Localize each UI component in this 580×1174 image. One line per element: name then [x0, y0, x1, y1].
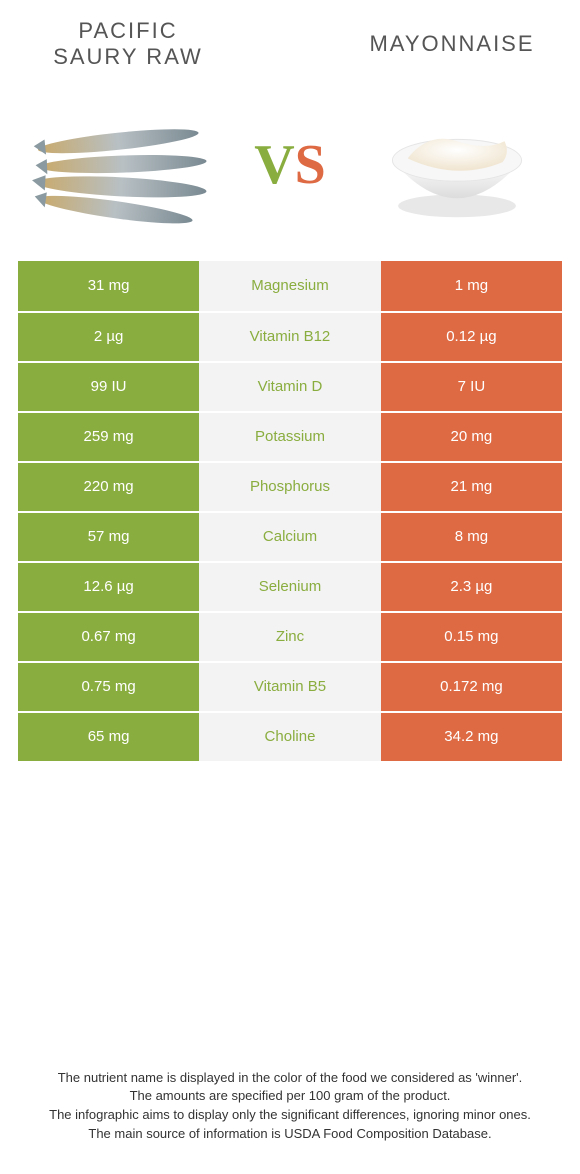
right-value-cell: 21 mg	[381, 463, 562, 511]
table-row: 259 mgPotassium20 mg	[18, 411, 562, 461]
vs-letter-s: S	[295, 133, 326, 197]
footnotes: The nutrient name is displayed in the co…	[18, 1039, 562, 1164]
header-row: PACIFIC SAURY RAW MAYONNAISE	[18, 18, 562, 81]
images-row: VS	[18, 81, 562, 261]
nutrient-label-cell: Calcium	[199, 513, 381, 561]
right-value-cell: 8 mg	[381, 513, 562, 561]
right-value-cell: 0.12 µg	[381, 313, 562, 361]
left-value-cell: 57 mg	[18, 513, 199, 561]
table-row: 220 mgPhosphorus21 mg	[18, 461, 562, 511]
left-food-image	[28, 90, 218, 240]
left-value-cell: 2 µg	[18, 313, 199, 361]
nutrient-label-cell: Phosphorus	[199, 463, 381, 511]
right-value-cell: 0.15 mg	[381, 613, 562, 661]
vs-label: VS	[254, 133, 326, 197]
left-value-cell: 259 mg	[18, 413, 199, 461]
right-food-image	[362, 90, 552, 240]
right-value-cell: 7 IU	[381, 363, 562, 411]
right-value-cell: 0.172 mg	[381, 663, 562, 711]
footnote-line: The amounts are specified per 100 gram o…	[32, 1087, 548, 1106]
nutrient-label-cell: Vitamin B12	[199, 313, 381, 361]
nutrient-label-cell: Choline	[199, 713, 381, 761]
footnote-line: The infographic aims to display only the…	[32, 1106, 548, 1125]
fish-icon	[28, 90, 218, 240]
table-row: 31 mgMagnesium1 mg	[18, 261, 562, 311]
bowl-icon	[362, 90, 552, 240]
left-food-title: PACIFIC SAURY RAW	[38, 18, 218, 71]
table-row: 0.67 mgZinc0.15 mg	[18, 611, 562, 661]
table-row: 0.75 mgVitamin B50.172 mg	[18, 661, 562, 711]
left-value-cell: 65 mg	[18, 713, 199, 761]
left-value-cell: 31 mg	[18, 261, 199, 311]
left-value-cell: 12.6 µg	[18, 563, 199, 611]
table-row: 2 µgVitamin B120.12 µg	[18, 311, 562, 361]
nutrient-label-cell: Zinc	[199, 613, 381, 661]
vs-letter-v: V	[254, 133, 294, 197]
table-row: 12.6 µgSelenium2.3 µg	[18, 561, 562, 611]
nutrient-label-cell: Vitamin D	[199, 363, 381, 411]
nutrient-label-cell: Selenium	[199, 563, 381, 611]
right-food-title: MAYONNAISE	[362, 31, 542, 57]
left-value-cell: 99 IU	[18, 363, 199, 411]
table-row: 99 IUVitamin D7 IU	[18, 361, 562, 411]
left-value-cell: 0.75 mg	[18, 663, 199, 711]
left-value-cell: 220 mg	[18, 463, 199, 511]
left-value-cell: 0.67 mg	[18, 613, 199, 661]
infographic-container: PACIFIC SAURY RAW MAYONNAISE	[0, 0, 580, 1174]
nutrient-label-cell: Vitamin B5	[199, 663, 381, 711]
right-value-cell: 2.3 µg	[381, 563, 562, 611]
right-value-cell: 1 mg	[381, 261, 562, 311]
right-value-cell: 34.2 mg	[381, 713, 562, 761]
footnote-line: The main source of information is USDA F…	[32, 1125, 548, 1144]
footnote-line: The nutrient name is displayed in the co…	[32, 1069, 548, 1088]
table-row: 65 mgCholine34.2 mg	[18, 711, 562, 761]
nutrient-label-cell: Potassium	[199, 413, 381, 461]
table-row: 57 mgCalcium8 mg	[18, 511, 562, 561]
nutrient-label-cell: Magnesium	[199, 261, 381, 311]
right-value-cell: 20 mg	[381, 413, 562, 461]
nutrient-table: 31 mgMagnesium1 mg2 µgVitamin B120.12 µg…	[18, 261, 562, 761]
